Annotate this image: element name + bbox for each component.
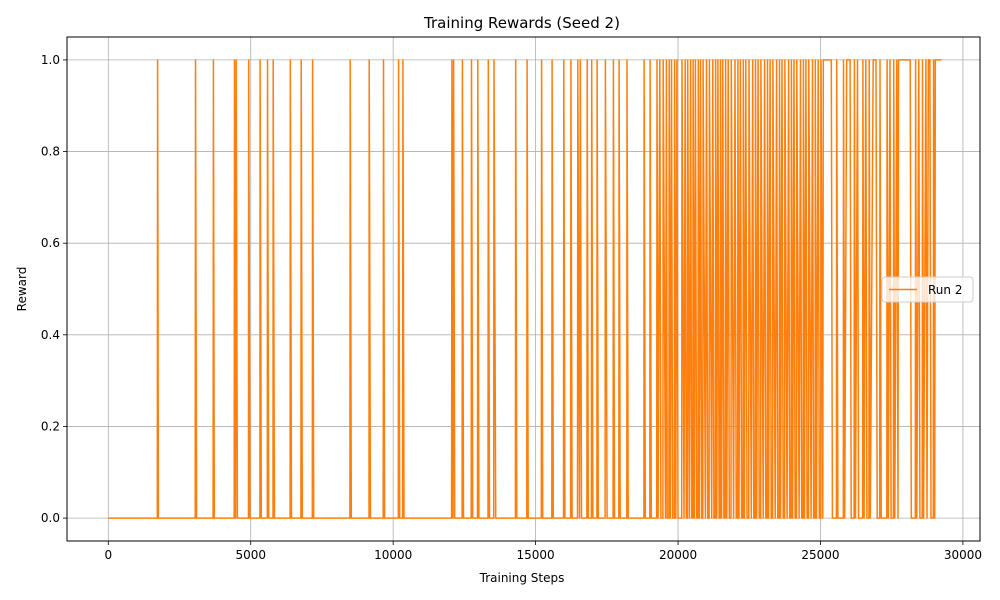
legend-label-run-2: Run 2 — [928, 283, 962, 297]
x-tick-label: 30000 — [944, 548, 982, 562]
y-tick-label: 0.4 — [41, 328, 60, 342]
x-tick-label: 15000 — [517, 548, 555, 562]
x-tick-label: 0 — [104, 548, 112, 562]
legend: Run 2 — [881, 276, 974, 303]
x-tick-label: 10000 — [374, 548, 412, 562]
x-axis-label: Training Steps — [479, 571, 565, 585]
y-tick-label: 0.0 — [41, 511, 60, 525]
x-tick-label: 20000 — [659, 548, 697, 562]
axis-ticks: 0 5000 10000 15000 20000 25000 30000 0.0 0.2 0.4 0… — [41, 53, 982, 562]
plot-area-data — [108, 59, 942, 519]
x-tick-label: 5000 — [235, 548, 266, 562]
series-line-run-2 — [108, 59, 942, 519]
chart-title: Training Rewards (Seed 2) — [423, 14, 620, 32]
y-tick-label: 0.2 — [41, 419, 60, 433]
legend-box — [881, 276, 974, 303]
x-tick-label: 25000 — [801, 548, 839, 562]
plot-frame — [66, 36, 981, 542]
y-tick-label: 0.6 — [41, 236, 60, 250]
y-tick-label: 1.0 — [41, 53, 60, 67]
y-tick-label: 0.8 — [41, 145, 60, 159]
y-axis-label: Reward — [15, 267, 29, 312]
